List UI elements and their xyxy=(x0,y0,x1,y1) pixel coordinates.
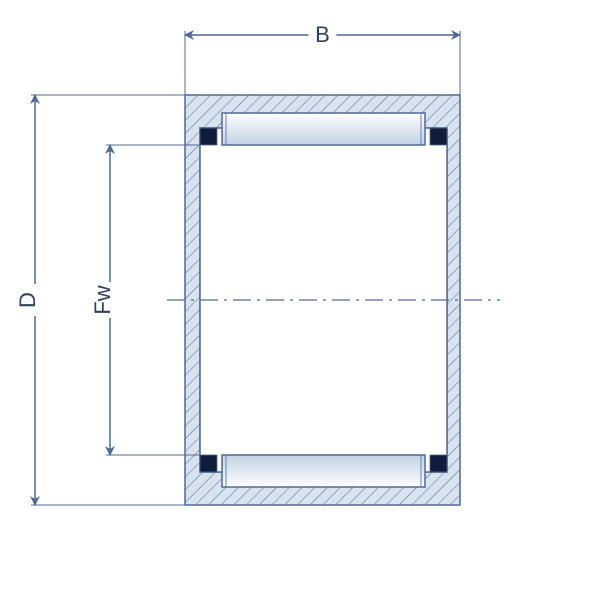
seal xyxy=(430,128,447,145)
label-Fw: Fw xyxy=(90,285,115,314)
roller xyxy=(222,113,425,145)
label-B: B xyxy=(315,22,330,47)
seal xyxy=(430,455,447,472)
seal xyxy=(200,455,217,472)
seal xyxy=(200,128,217,145)
bearing-cross-section-diagram: B D Fw xyxy=(0,0,600,600)
label-D: D xyxy=(15,292,40,308)
roller xyxy=(222,455,425,487)
